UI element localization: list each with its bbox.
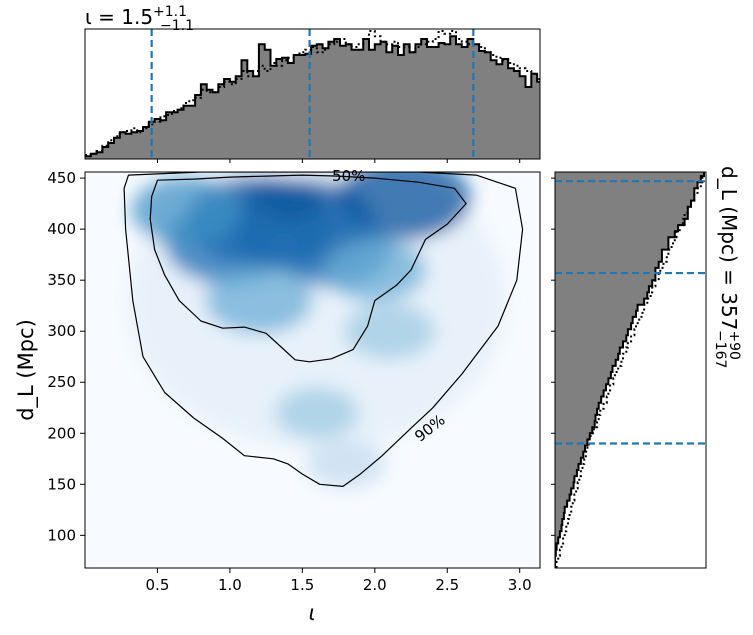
y-tick-label: 350 bbox=[47, 271, 76, 289]
density-blob-6 bbox=[323, 238, 427, 302]
density-heatmap bbox=[126, 172, 507, 489]
right-hist-outline bbox=[555, 172, 705, 568]
top-hist-fill bbox=[85, 36, 540, 159]
y-tick-label: 300 bbox=[47, 322, 76, 340]
right-panel-frame bbox=[554, 171, 707, 569]
density-blob-8 bbox=[343, 303, 435, 360]
contour-label-text: 50% bbox=[332, 167, 365, 185]
right-hist-dotted bbox=[555, 172, 705, 568]
density-blob-9 bbox=[275, 387, 359, 439]
y-axis-ticks: 100 150 200 250 300 350 400 450 bbox=[47, 169, 85, 544]
density-blob-4 bbox=[131, 176, 242, 245]
y-tick-label: 450 bbox=[47, 169, 76, 187]
right-annotation: d_L (Mpc) = 357+90−167 bbox=[712, 166, 742, 368]
contour-50pct bbox=[149, 174, 467, 363]
joint-panel: 50%90% 0.5 1.0 1.5 2.0 2.5 3.0 10015020025030… bbox=[14, 167, 541, 625]
x-tick-label: 2.0 bbox=[363, 576, 387, 594]
x-axis-ticks: 0.5 1.0 1.5 2.0 2.5 3.0 bbox=[146, 568, 532, 594]
y-tick-label: 400 bbox=[47, 220, 76, 238]
x-tick-label: 1.5 bbox=[290, 576, 314, 594]
contour-label-0: 50% bbox=[332, 167, 365, 185]
x-tick-label: 1.0 bbox=[218, 576, 242, 594]
x-tick-label: 2.5 bbox=[435, 576, 459, 594]
y-tick-label: 100 bbox=[47, 526, 76, 544]
top-hist-outline bbox=[85, 35, 540, 158]
top-histogram bbox=[85, 29, 540, 159]
top-annotation: ι = 1.5+1.1 −1.1 bbox=[85, 4, 194, 34]
density-blob-10 bbox=[306, 439, 386, 489]
joint-panel-frame bbox=[84, 171, 541, 569]
contour-lines bbox=[123, 172, 524, 487]
y-tick-label: 200 bbox=[47, 424, 76, 442]
top-x-ticks bbox=[156, 159, 521, 163]
y-axis-label: d_L (Mpc) bbox=[14, 319, 39, 421]
top-marginal-panel: ι = 1.5+1.1 −1.1 bbox=[84, 4, 541, 163]
y-tick-label: 250 bbox=[47, 373, 76, 391]
right-histogram bbox=[555, 172, 706, 568]
x-axis-label: ι bbox=[308, 601, 315, 625]
right-marginal-panel: d_L (Mpc) = 357+90−167 bbox=[551, 166, 742, 569]
top-hist-dotted bbox=[85, 30, 540, 156]
density-blob-7 bbox=[205, 267, 313, 334]
contour-90pct bbox=[123, 172, 524, 487]
x-tick-label: 3.0 bbox=[508, 576, 532, 594]
right-y-ticks bbox=[551, 177, 555, 536]
right-hist-fill bbox=[555, 172, 704, 568]
y-tick-label: 150 bbox=[47, 475, 76, 493]
x-tick-label: 0.5 bbox=[146, 576, 170, 594]
top-panel-frame bbox=[84, 28, 541, 160]
